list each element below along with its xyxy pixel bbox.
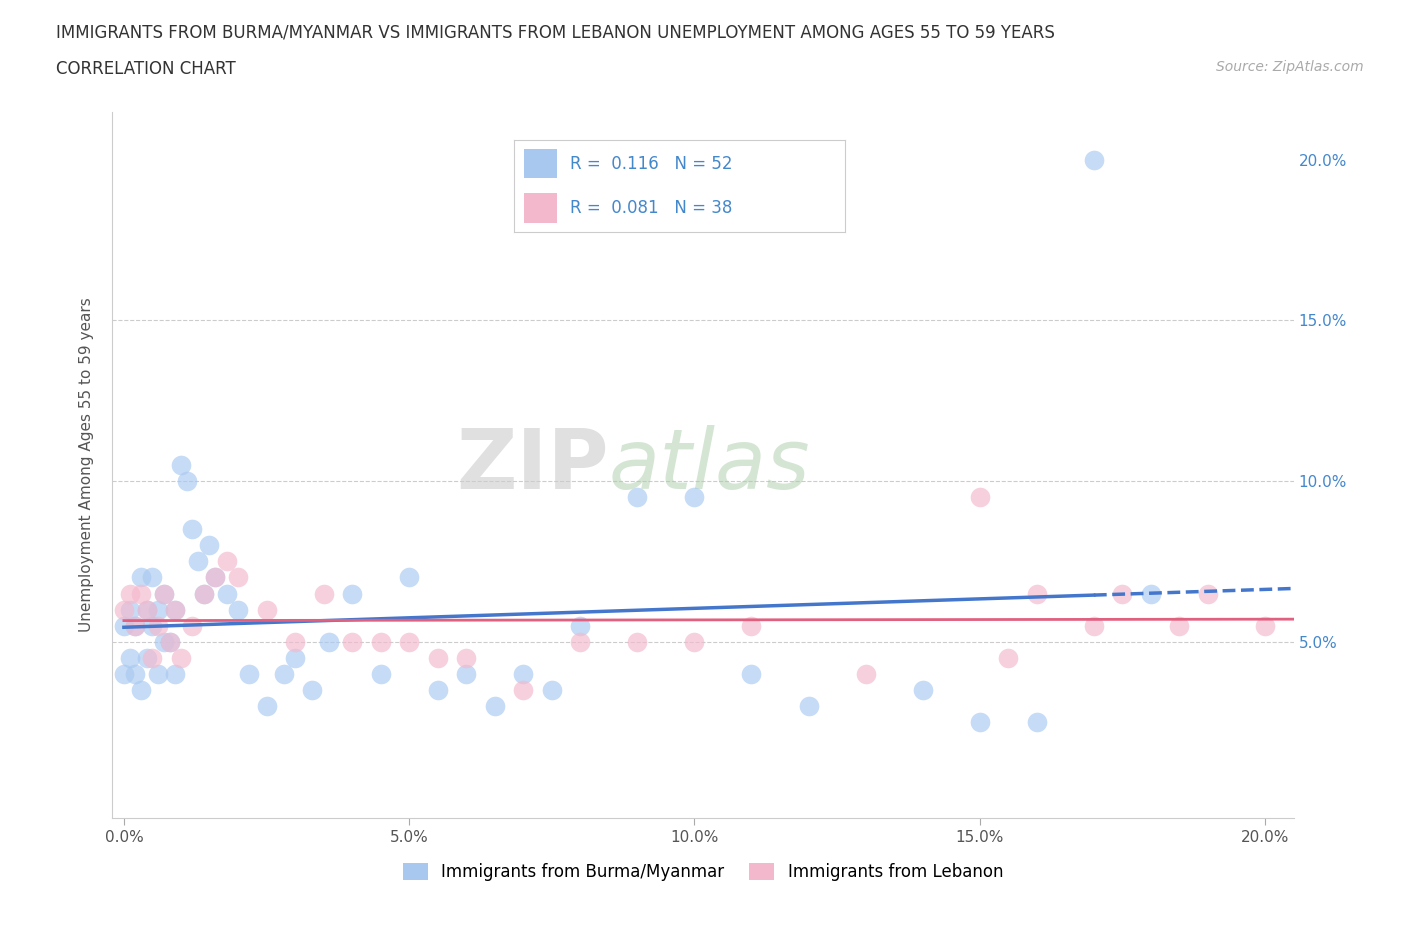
- Point: [340, 634, 363, 649]
- Point: [193, 586, 215, 601]
- Point: [153, 586, 176, 601]
- Point: [512, 667, 534, 682]
- Point: [215, 586, 238, 601]
- Point: [740, 618, 762, 633]
- Text: atlas: atlas: [609, 424, 810, 506]
- Point: [238, 667, 260, 682]
- Point: [456, 650, 478, 665]
- Point: [273, 667, 295, 682]
- Point: [112, 602, 135, 617]
- Point: [1168, 618, 1191, 633]
- Text: IMMIGRANTS FROM BURMA/MYANMAR VS IMMIGRANTS FROM LEBANON UNEMPLOYMENT AMONG AGES: IMMIGRANTS FROM BURMA/MYANMAR VS IMMIGRA…: [56, 23, 1054, 41]
- Legend: Immigrants from Burma/Myanmar, Immigrants from Lebanon: Immigrants from Burma/Myanmar, Immigrant…: [396, 857, 1010, 888]
- Point: [141, 650, 163, 665]
- Point: [124, 618, 146, 633]
- Point: [165, 602, 187, 617]
- Point: [146, 618, 169, 633]
- Point: [512, 683, 534, 698]
- Point: [398, 634, 420, 649]
- Text: ZIP: ZIP: [456, 424, 609, 506]
- Point: [135, 650, 157, 665]
- Point: [165, 667, 187, 682]
- Point: [198, 538, 221, 552]
- Point: [797, 698, 820, 713]
- Point: [683, 634, 706, 649]
- Point: [312, 586, 335, 601]
- Text: CORRELATION CHART: CORRELATION CHART: [56, 60, 236, 78]
- Point: [997, 650, 1019, 665]
- Point: [911, 683, 934, 698]
- Point: [135, 602, 157, 617]
- Point: [1025, 586, 1047, 601]
- Point: [426, 683, 449, 698]
- Point: [181, 522, 204, 537]
- Point: [855, 667, 877, 682]
- Point: [683, 490, 706, 505]
- Point: [740, 667, 762, 682]
- Point: [176, 473, 198, 488]
- Point: [141, 618, 163, 633]
- Point: [370, 667, 392, 682]
- Point: [626, 634, 648, 649]
- Point: [969, 490, 991, 505]
- Point: [181, 618, 204, 633]
- Point: [112, 618, 135, 633]
- Point: [256, 602, 278, 617]
- Point: [170, 650, 193, 665]
- Point: [112, 667, 135, 682]
- Point: [1254, 618, 1277, 633]
- Point: [153, 634, 176, 649]
- Point: [226, 602, 249, 617]
- Point: [146, 667, 169, 682]
- Point: [170, 458, 193, 472]
- Point: [370, 634, 392, 649]
- Y-axis label: Unemployment Among Ages 55 to 59 years: Unemployment Among Ages 55 to 59 years: [79, 298, 94, 632]
- Point: [193, 586, 215, 601]
- Point: [124, 618, 146, 633]
- Point: [187, 554, 209, 569]
- Point: [215, 554, 238, 569]
- Point: [118, 650, 141, 665]
- Point: [129, 586, 152, 601]
- Point: [284, 634, 307, 649]
- Point: [1111, 586, 1133, 601]
- Point: [1083, 153, 1105, 167]
- Point: [284, 650, 307, 665]
- Point: [226, 570, 249, 585]
- Point: [118, 602, 141, 617]
- Point: [1197, 586, 1219, 601]
- Point: [129, 683, 152, 698]
- Point: [153, 586, 176, 601]
- Point: [256, 698, 278, 713]
- Point: [569, 618, 592, 633]
- Point: [398, 570, 420, 585]
- Point: [159, 634, 181, 649]
- Point: [1083, 618, 1105, 633]
- Point: [340, 586, 363, 601]
- Point: [124, 667, 146, 682]
- Point: [141, 570, 163, 585]
- Point: [456, 667, 478, 682]
- Point: [969, 714, 991, 729]
- Point: [318, 634, 340, 649]
- Point: [569, 634, 592, 649]
- Point: [1025, 714, 1047, 729]
- Point: [426, 650, 449, 665]
- Point: [1140, 586, 1163, 601]
- Point: [540, 683, 562, 698]
- Point: [135, 602, 157, 617]
- Point: [626, 490, 648, 505]
- Text: Source: ZipAtlas.com: Source: ZipAtlas.com: [1216, 60, 1364, 74]
- Point: [301, 683, 323, 698]
- Point: [204, 570, 226, 585]
- Point: [204, 570, 226, 585]
- Point: [159, 634, 181, 649]
- Point: [118, 586, 141, 601]
- Point: [146, 602, 169, 617]
- Point: [129, 570, 152, 585]
- Point: [484, 698, 506, 713]
- Point: [165, 602, 187, 617]
